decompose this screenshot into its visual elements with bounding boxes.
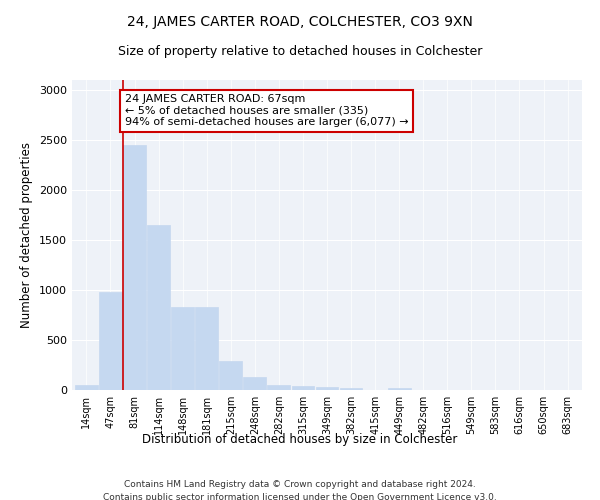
Text: Contains public sector information licensed under the Open Government Licence v3: Contains public sector information licen… (103, 492, 497, 500)
Text: 24, JAMES CARTER ROAD, COLCHESTER, CO3 9XN: 24, JAMES CARTER ROAD, COLCHESTER, CO3 9… (127, 15, 473, 29)
Bar (292, 386, 314, 390)
Bar (123, 145, 146, 390)
Bar (99, 292, 122, 390)
Bar (220, 361, 242, 390)
Bar (171, 307, 194, 390)
Text: Contains HM Land Registry data © Crown copyright and database right 2024.: Contains HM Land Registry data © Crown c… (124, 480, 476, 489)
Bar (147, 225, 170, 390)
Text: Distribution of detached houses by size in Colchester: Distribution of detached houses by size … (142, 432, 458, 446)
Y-axis label: Number of detached properties: Number of detached properties (20, 142, 34, 328)
Bar (75, 385, 98, 390)
Text: 24 JAMES CARTER ROAD: 67sqm
← 5% of detached houses are smaller (335)
94% of sem: 24 JAMES CARTER ROAD: 67sqm ← 5% of deta… (125, 94, 409, 127)
Bar (268, 384, 290, 390)
Bar (340, 388, 362, 390)
Bar (316, 387, 338, 390)
Text: Size of property relative to detached houses in Colchester: Size of property relative to detached ho… (118, 45, 482, 58)
Bar (388, 388, 410, 390)
Bar (195, 307, 218, 390)
Bar (244, 377, 266, 390)
